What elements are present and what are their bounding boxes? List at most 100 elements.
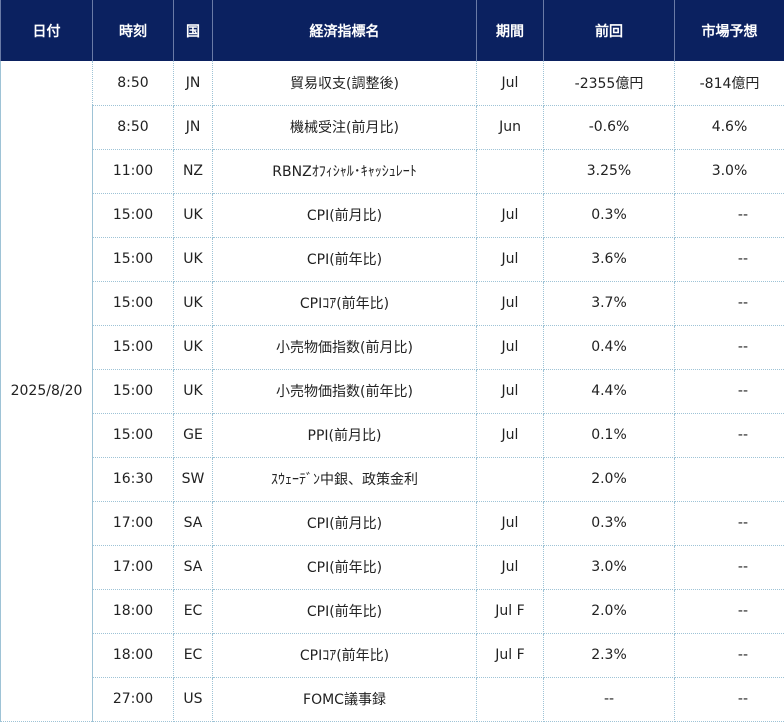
country-cell: JN (174, 61, 213, 105)
period-cell: Jul (477, 193, 544, 237)
previous-cell: 2.0% (544, 589, 675, 633)
forecast-cell: -- (675, 325, 784, 369)
indicator-cell: RBNZｵﾌｨｼｬﾙ･ｷｬｯｼｭﾚｰﾄ (213, 149, 477, 193)
header-date: 日付 (1, 0, 93, 61)
forecast-cell: -- (675, 237, 784, 281)
forecast-cell: -- (675, 193, 784, 237)
header-period: 期間 (477, 0, 544, 61)
country-cell: SW (174, 457, 213, 501)
forecast-cell: -814億円 (675, 61, 784, 105)
period-cell: Jul F (477, 589, 544, 633)
previous-cell: 3.6% (544, 237, 675, 281)
time-cell: 15:00 (93, 325, 174, 369)
indicator-cell: CPI(前年比) (213, 237, 477, 281)
previous-cell: 0.3% (544, 193, 675, 237)
forecast-cell: -- (675, 369, 784, 413)
time-cell: 18:00 (93, 633, 174, 677)
previous-cell: -- (544, 677, 675, 721)
indicator-cell: 小売物価指数(前年比) (213, 369, 477, 413)
previous-cell: -0.6% (544, 105, 675, 149)
period-cell: Jul (477, 325, 544, 369)
time-cell: 27:00 (93, 677, 174, 721)
indicator-cell: CPI(前月比) (213, 501, 477, 545)
forecast-cell: 4.6% (675, 105, 784, 149)
previous-cell: 0.1% (544, 413, 675, 457)
previous-cell: -2355億円 (544, 61, 675, 105)
indicator-cell: 機械受注(前月比) (213, 105, 477, 149)
period-cell: Jul (477, 501, 544, 545)
country-cell: NZ (174, 149, 213, 193)
previous-cell: 0.4% (544, 325, 675, 369)
time-cell: 15:00 (93, 369, 174, 413)
indicator-cell: CPI(前年比) (213, 545, 477, 589)
previous-cell: 3.0% (544, 545, 675, 589)
indicator-cell: CPIｺｱ(前年比) (213, 281, 477, 325)
time-cell: 8:50 (93, 61, 174, 105)
forecast-cell: -- (675, 677, 784, 721)
indicator-cell: 貿易収支(調整後) (213, 61, 477, 105)
country-cell: UK (174, 281, 213, 325)
country-cell: GE (174, 413, 213, 457)
period-cell: Jul (477, 61, 544, 105)
country-cell: EC (174, 589, 213, 633)
indicator-cell: PPI(前月比) (213, 413, 477, 457)
forecast-cell (675, 457, 784, 501)
time-cell: 17:00 (93, 545, 174, 589)
period-cell (477, 457, 544, 501)
period-cell: Jul (477, 237, 544, 281)
period-cell: Jul F (477, 633, 544, 677)
country-cell: EC (174, 633, 213, 677)
time-cell: 18:00 (93, 589, 174, 633)
time-cell: 8:50 (93, 105, 174, 149)
period-cell: Jul (477, 369, 544, 413)
period-cell: Jul (477, 281, 544, 325)
country-cell: SA (174, 501, 213, 545)
time-cell: 16:30 (93, 457, 174, 501)
period-cell (477, 149, 544, 193)
forecast-cell: -- (675, 501, 784, 545)
period-cell (477, 677, 544, 721)
forecast-cell: 3.0% (675, 149, 784, 193)
date-cell: 2025/8/20 (1, 61, 93, 721)
forecast-cell: -- (675, 281, 784, 325)
previous-cell: 3.25% (544, 149, 675, 193)
country-cell: UK (174, 325, 213, 369)
country-cell: US (174, 677, 213, 721)
indicator-cell: CPI(前年比) (213, 589, 477, 633)
previous-cell: 2.0% (544, 457, 675, 501)
previous-cell: 3.7% (544, 281, 675, 325)
period-cell: Jul (477, 545, 544, 589)
previous-cell: 0.3% (544, 501, 675, 545)
country-cell: UK (174, 369, 213, 413)
period-cell: Jun (477, 105, 544, 149)
header-previous: 前回 (544, 0, 675, 61)
previous-cell: 2.3% (544, 633, 675, 677)
country-cell: UK (174, 237, 213, 281)
indicator-cell: FOMC議事録 (213, 677, 477, 721)
time-cell: 11:00 (93, 149, 174, 193)
previous-cell: 4.4% (544, 369, 675, 413)
indicator-cell: CPI(前月比) (213, 193, 477, 237)
time-cell: 15:00 (93, 281, 174, 325)
forecast-cell: -- (675, 413, 784, 457)
forecast-cell: -- (675, 633, 784, 677)
header-row: 日付 時刻 国 経済指標名 期間 前回 市場予想 (1, 0, 784, 61)
country-cell: JN (174, 105, 213, 149)
indicator-cell: 小売物価指数(前月比) (213, 325, 477, 369)
time-cell: 15:00 (93, 237, 174, 281)
country-cell: UK (174, 193, 213, 237)
header-indicator: 経済指標名 (213, 0, 477, 61)
indicator-cell: ｽｳｪｰﾃﾞﾝ中銀、政策金利 (213, 457, 477, 501)
